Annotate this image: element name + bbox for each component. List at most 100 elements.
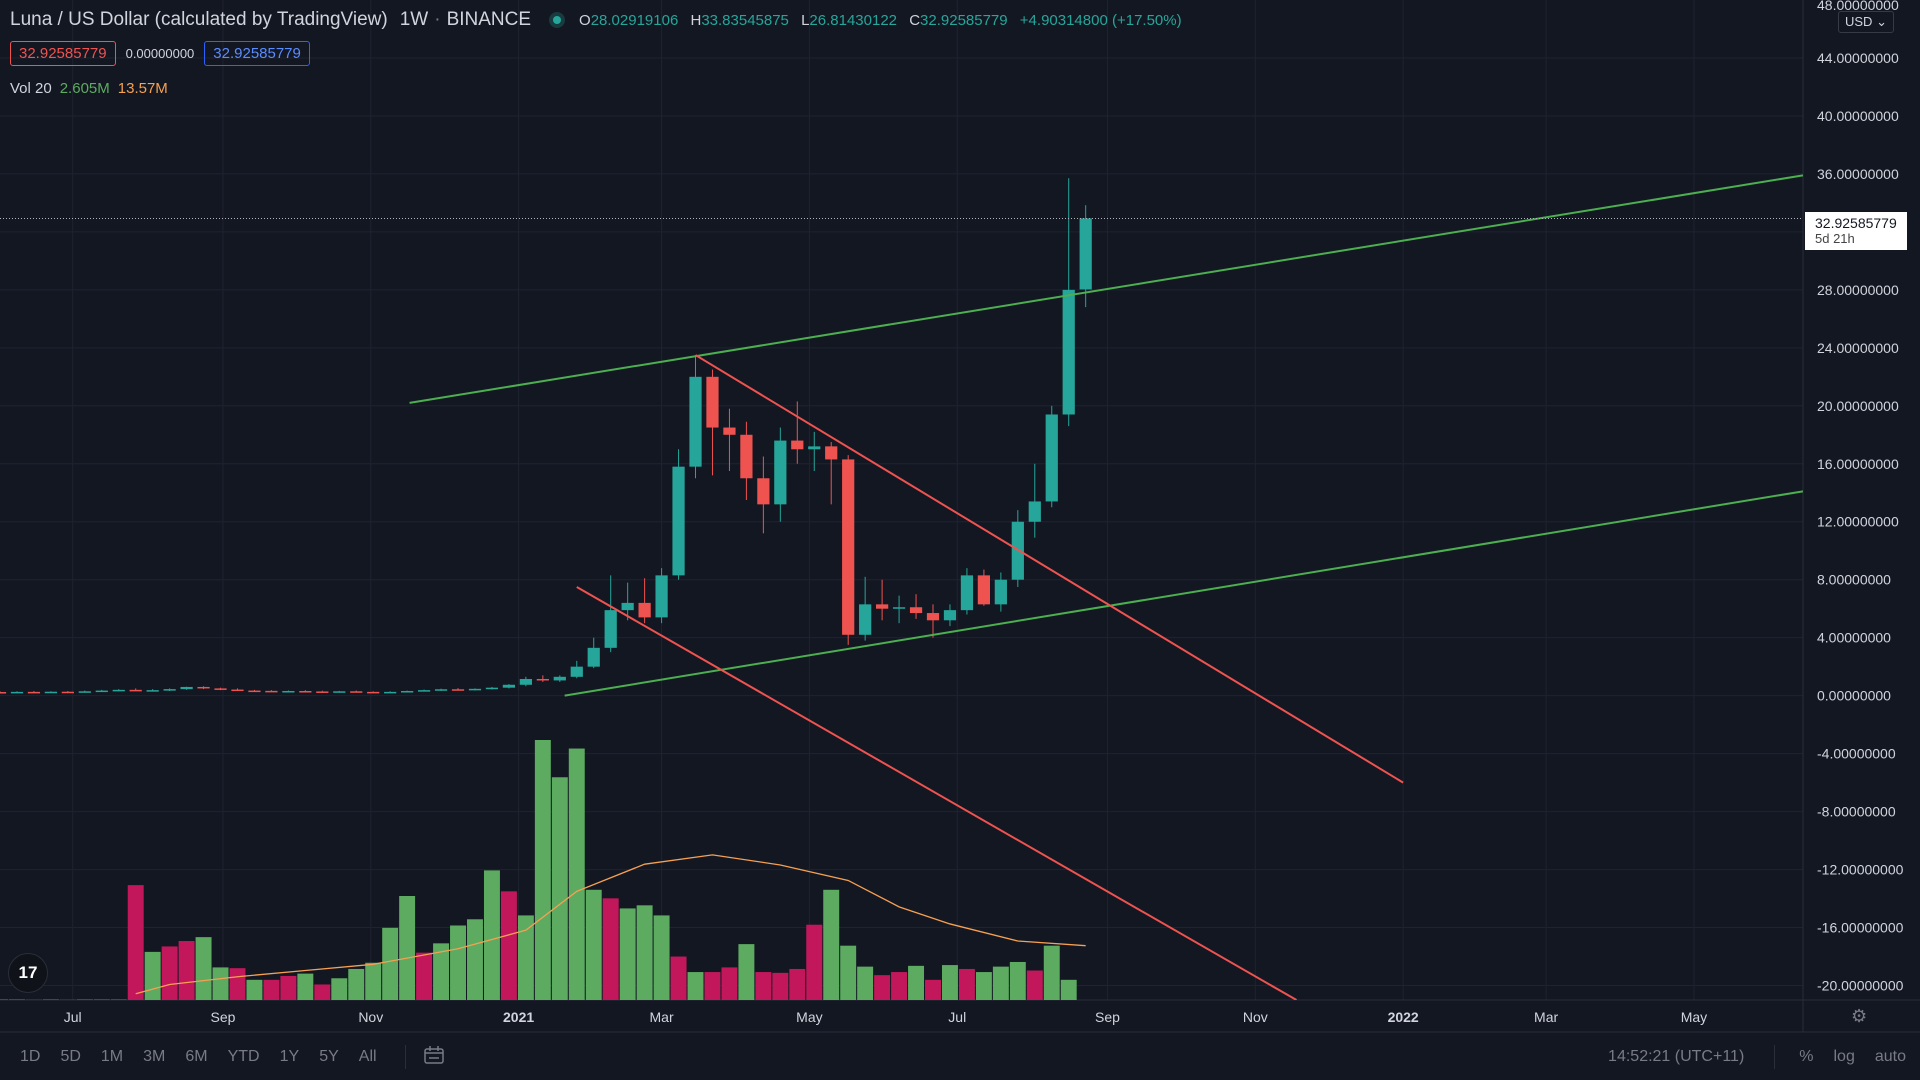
low-value: 26.81430122: [809, 11, 898, 29]
candle-body: [791, 440, 804, 450]
last-price-value: 32.92585779: [1815, 215, 1897, 231]
volume-bar: [941, 965, 958, 1000]
volume-bar: [1009, 961, 1026, 1000]
market-status-icon[interactable]: [553, 16, 562, 24]
candle-body: [197, 686, 210, 689]
y-tick-label: 24.00000000: [1817, 340, 1899, 356]
candle-body: [825, 446, 838, 460]
volume-bar: [517, 915, 534, 1000]
volume-bar: [297, 973, 314, 1000]
volume-bar: [382, 927, 399, 1000]
volume-bar: [908, 965, 925, 1000]
high-value: 33.83545875: [701, 11, 789, 29]
x-tick-label: 2021: [503, 1009, 534, 1025]
range-1d-button[interactable]: 1D: [20, 1048, 41, 1065]
candle-body: [1079, 218, 1092, 290]
auto-scale-toggle[interactable]: auto: [1874, 1048, 1906, 1065]
candle-body: [621, 602, 634, 611]
volume-bar: [212, 967, 229, 1000]
candle-body: [943, 610, 957, 621]
volume-bar: [891, 972, 908, 1000]
volume-bar: [840, 945, 857, 1000]
candle-body: [485, 687, 499, 690]
log-scale-toggle[interactable]: log: [1833, 1048, 1855, 1065]
y-tick-label: -20.00000000: [1817, 978, 1904, 994]
range-all-button[interactable]: All: [358, 1048, 377, 1065]
volume-bar: [738, 944, 755, 1000]
volume-bar: [127, 885, 144, 1000]
volume-bar: [280, 975, 297, 1000]
x-tick-label: Nov: [1243, 1009, 1268, 1025]
exchange-label: BINANCE: [446, 9, 532, 30]
currency-select[interactable]: USD ⌄: [1838, 11, 1894, 33]
spread-value: 0.00000000: [125, 46, 195, 61]
candle-body: [570, 666, 583, 677]
volume-bar: [636, 905, 653, 1000]
candle-body: [553, 676, 566, 681]
volume-bar: [534, 740, 551, 1000]
buy-price-button[interactable]: 32.92585779: [204, 41, 310, 66]
gear-icon[interactable]: ⚙: [1851, 1006, 1868, 1026]
candle-body: [434, 689, 448, 691]
volume-bar: [874, 975, 891, 1000]
percent-scale-toggle[interactable]: %: [1799, 1048, 1814, 1065]
range-5y-button[interactable]: 5Y: [319, 1048, 339, 1065]
x-tick-label: May: [1681, 1009, 1707, 1025]
candle-body: [926, 613, 940, 621]
candle-body: [892, 607, 906, 609]
volume-bar: [789, 968, 806, 1000]
trendline-upper-channel: [409, 174, 1803, 404]
volume-bar: [483, 870, 500, 1000]
candle-body: [723, 427, 736, 435]
interval-label[interactable]: 1W: [399, 9, 429, 30]
calendar-range-icon[interactable]: [423, 1045, 444, 1069]
volume-bar: [450, 925, 466, 1000]
last-price-label: 32.92585779 5d 21h: [1805, 212, 1907, 250]
candle-body: [519, 678, 532, 685]
candle-body: [316, 691, 329, 693]
candle-body: [231, 689, 244, 692]
bottom-toolbar: 1D 5D 1M 3M 6M YTD 1Y 5Y All 14:52:21 (U…: [0, 1034, 1920, 1080]
chevron-down-icon: ⌄: [1876, 14, 1887, 29]
range-5d-button[interactable]: 5D: [60, 1048, 81, 1065]
volume-bar: [1043, 945, 1060, 1000]
candle-body: [1028, 501, 1041, 522]
range-6m-button[interactable]: 6M: [185, 1048, 208, 1065]
low-label: L: [801, 11, 810, 29]
trendline-descending-lower: [576, 586, 1298, 1000]
range-ytd-button[interactable]: YTD: [227, 1048, 260, 1065]
candle-body: [1045, 414, 1058, 502]
symbol-title[interactable]: Luna / US Dollar (calculated by TradingV…: [10, 9, 388, 30]
y-tick-label: 36.00000000: [1817, 166, 1899, 182]
range-1m-button[interactable]: 1M: [100, 1048, 124, 1065]
toolbar-divider: [404, 1045, 406, 1069]
candle-body: [638, 602, 651, 618]
y-tick-label: -16.00000000: [1817, 920, 1904, 936]
candle-body: [78, 691, 91, 693]
x-tick-label: Jul: [64, 1009, 82, 1025]
tradingview-logo-icon[interactable]: 17: [8, 953, 48, 993]
volume-bar: [416, 952, 433, 1000]
volume-bar: [229, 968, 246, 1000]
controls-divider: [1774, 1045, 1776, 1069]
y-tick-label: -8.00000000: [1817, 804, 1896, 820]
volume-bar: [687, 972, 704, 1000]
x-tick-label: May: [796, 1009, 822, 1025]
clock-time[interactable]: 14:52:21 (UTC+11): [1608, 1048, 1745, 1065]
candle-body: [1062, 289, 1075, 415]
y-tick-label: 28.00000000: [1817, 282, 1899, 298]
range-1y-button[interactable]: 1Y: [279, 1048, 300, 1065]
candle-body: [977, 575, 991, 605]
volume-bar: [670, 956, 687, 1000]
legend-dot-separator: ·: [434, 9, 441, 30]
candle-body: [27, 691, 41, 694]
candle-body: [774, 440, 787, 505]
volume-bar: [585, 889, 602, 1000]
sell-price-button[interactable]: 32.92585779: [10, 41, 116, 66]
range-3m-button[interactable]: 3M: [143, 1048, 166, 1065]
volume-label[interactable]: Vol 20: [10, 80, 52, 97]
volume-bar: [602, 898, 619, 1000]
volume-bar: [500, 891, 517, 1000]
volume-bar: [399, 896, 416, 1000]
